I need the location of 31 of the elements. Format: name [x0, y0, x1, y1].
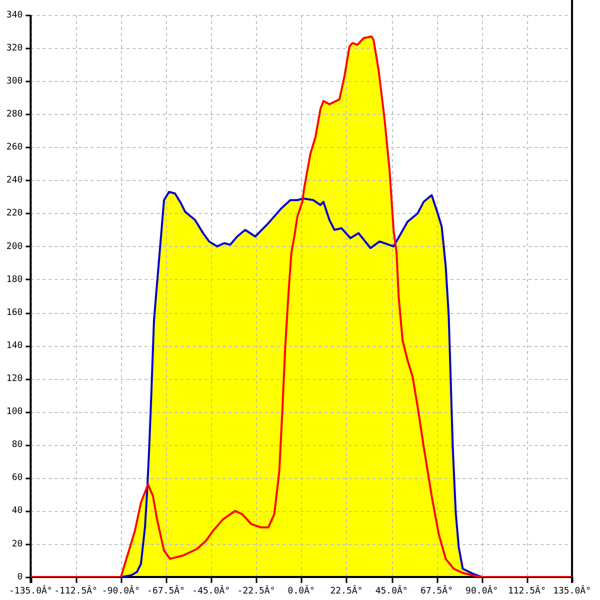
y-tick-label: 340	[6, 10, 23, 20]
y-tick-label: 240	[6, 176, 23, 186]
y-tick-label: 320	[6, 43, 23, 54]
y-tick-label: 280	[6, 110, 23, 120]
x-tick-label: -22.5Â°	[237, 584, 276, 597]
y-tick-label: 140	[6, 340, 23, 351]
x-tick-label: 135.0Â°	[553, 584, 592, 597]
x-tick-label: 45.0Â°	[375, 584, 408, 597]
x-tick-label: 67.5Â°	[420, 584, 453, 597]
y-tick-label: 0	[17, 572, 23, 582]
y-tick-label: 260	[6, 142, 23, 153]
y-tick-label: 80	[12, 440, 23, 450]
y-tick-label: 20	[12, 539, 23, 550]
y-tick-label: 220	[6, 208, 23, 219]
y-tick-label: 300	[6, 76, 23, 86]
y-tick-label: 120	[6, 374, 23, 384]
y-tick-label: 40	[12, 506, 23, 516]
y-tick-label: 60	[12, 473, 23, 484]
x-tick-label: 0.0Â°	[288, 584, 315, 597]
y-tick-label: 160	[6, 308, 23, 318]
x-tick-label: -135.0Â°	[8, 584, 52, 597]
x-tick-label: -90.0Â°	[102, 584, 140, 597]
x-tick-label: -67.5Â°	[147, 584, 185, 597]
x-tick-label: 112.5Â°	[508, 584, 546, 597]
x-tick-label: -45.0Â°	[192, 584, 230, 597]
y-tick-label: 200	[6, 242, 23, 252]
x-tick-label: 22.5Â°	[330, 584, 363, 597]
y-tick-label: 100	[6, 407, 23, 418]
x-tick-label: 90.0Â°	[466, 584, 498, 597]
x-tick-label: -112.5Â°	[54, 584, 98, 597]
y-tick-label: 180	[6, 274, 23, 285]
